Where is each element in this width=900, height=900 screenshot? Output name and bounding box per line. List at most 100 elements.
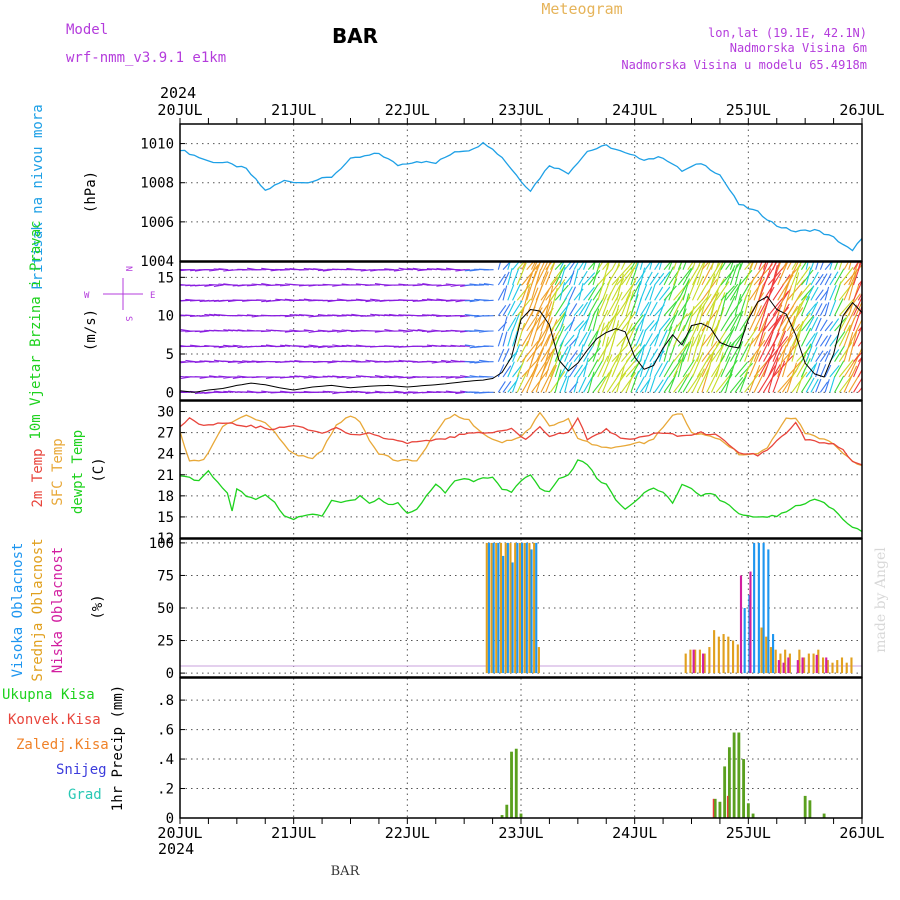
wind-arrow [621, 358, 637, 378]
wind-arrow [791, 371, 808, 393]
wind-arrow [587, 298, 599, 316]
wind-arrow [332, 375, 343, 378]
high-cloud-bar [535, 542, 538, 674]
wind-arrow [682, 325, 693, 347]
wind-arrow [625, 290, 635, 316]
wind-arrow [597, 262, 604, 270]
wind-arrow [388, 376, 399, 379]
wind-arrow [251, 360, 262, 363]
wind-arrow [810, 271, 819, 286]
wind-arrow [218, 268, 229, 271]
wind-arrow [729, 299, 743, 316]
wind-arrow [853, 262, 859, 270]
wind-arrow [540, 301, 553, 332]
wind-arrow [744, 337, 754, 362]
wind-arrow [758, 286, 775, 316]
wind-arrow [384, 375, 395, 378]
wind-arrow [270, 299, 281, 302]
wind-arrow [568, 350, 578, 362]
wind-arrow [573, 376, 580, 393]
wind-arrow [810, 347, 818, 362]
wind-arrow [800, 358, 811, 378]
precip-froz-label: Zaledj.Kisa [16, 737, 109, 753]
mid-cloud-bar [765, 636, 768, 674]
panel-frames [180, 124, 862, 818]
wind-arrow [540, 317, 553, 347]
wind-arrow [753, 317, 768, 347]
precip-y-axis: 0 .2 .4 .6 .8 [157, 693, 185, 827]
precip-total-bar [723, 766, 727, 818]
wind-arrow [725, 265, 736, 286]
mid-cloud-bar [788, 653, 791, 674]
wind-arrow [838, 262, 843, 270]
y-tick-label: .2 [157, 782, 174, 798]
panel-border [179, 123, 863, 262]
wind-arrow [526, 364, 539, 393]
wind-arrow [635, 345, 645, 362]
wind-arrow [800, 296, 810, 316]
wind-arrow [748, 325, 767, 347]
wind-arrow [564, 299, 571, 316]
wind-arrow [545, 364, 557, 393]
chart-title: Meteogram [541, 0, 622, 18]
wind-arrow [502, 271, 510, 286]
wind-arrow [805, 345, 813, 362]
wind-arrow [620, 323, 633, 347]
wind-arrow [639, 359, 646, 378]
low-cloud-bar [825, 657, 828, 674]
wind-arrow [280, 344, 290, 347]
wind-arrow [403, 376, 414, 379]
wind-arrow [658, 360, 669, 378]
wind-arrow [554, 340, 564, 362]
wind-arrow [232, 376, 243, 379]
wind-arrow [782, 323, 800, 347]
wind-arrow [507, 300, 516, 316]
wind-arrow [516, 262, 525, 271]
wind-arrow [370, 298, 380, 301]
wind-arrow [635, 297, 643, 316]
wind-arrow [654, 379, 664, 393]
precip-total-label: Ukupna Kisa [2, 687, 95, 703]
bottom-tick-label: 20JUL [157, 824, 202, 842]
wind-arrow [587, 371, 595, 393]
wind-arrow [635, 281, 642, 301]
wind-arrow [725, 326, 736, 347]
wind-arrow [393, 375, 404, 378]
wind-arrow [587, 347, 601, 363]
wind-arrow [232, 344, 243, 347]
wind-arrow [843, 332, 854, 362]
wind-arrow [739, 343, 750, 362]
low-cloud-bar [749, 571, 752, 674]
wind-arrow [611, 372, 627, 393]
low-cloud-bar [739, 575, 743, 674]
wind-arrow [772, 355, 794, 378]
wind-arrow [440, 375, 451, 378]
wind-arrow [810, 362, 818, 378]
wind-arrow [597, 355, 609, 378]
wind-arrow [630, 294, 639, 316]
wind-arrow [781, 285, 793, 316]
high-cloud-bar [516, 542, 519, 674]
wind-arrow [218, 375, 229, 378]
wind-arrow [549, 351, 562, 378]
wind-arrow [815, 317, 822, 332]
wind-arrow [346, 314, 357, 317]
wind-arrow [597, 322, 605, 347]
wind-arrow [649, 376, 656, 393]
y-tick-label: 0 [166, 666, 174, 682]
wind-arrow [535, 351, 553, 378]
wind-arrow [261, 299, 272, 303]
wind-arrow [209, 313, 219, 317]
wind-arrow [625, 262, 634, 271]
wind-arrow [256, 283, 267, 286]
wind-arrow [701, 262, 710, 271]
wind-arrow [568, 303, 578, 316]
wind-arrow [587, 359, 599, 378]
wind-arrow [729, 376, 744, 393]
wind-arrow [829, 333, 840, 347]
wind-arrow [696, 354, 711, 378]
wind-arrow [620, 291, 632, 316]
y-tick-label: 27 [157, 426, 174, 442]
wind-arrow [677, 262, 683, 270]
wind-arrow [682, 293, 690, 316]
